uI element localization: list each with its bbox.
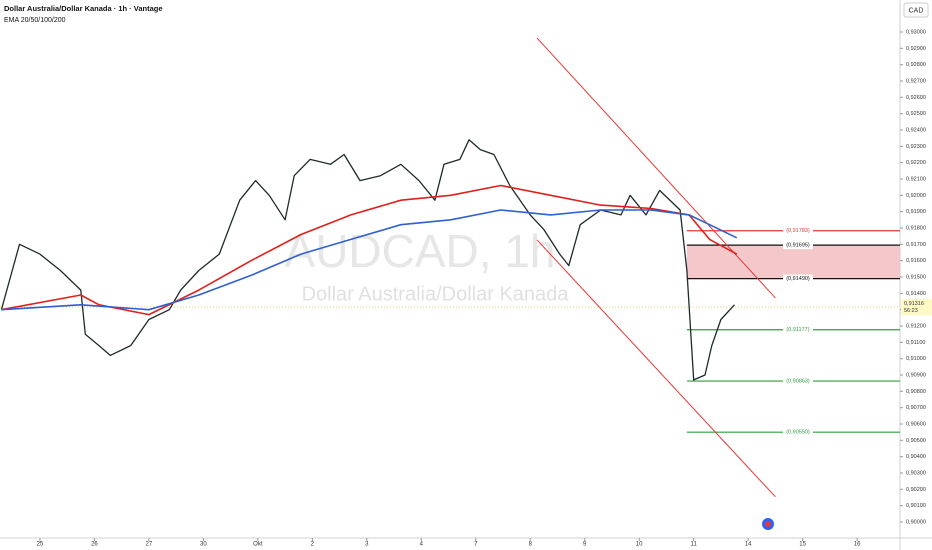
- y-tick-label: 0,92100: [906, 176, 926, 182]
- x-tick-label: 2: [311, 542, 315, 548]
- level-label: (0,91783): [786, 228, 810, 234]
- chart-subtitle: EMA 20/50/100/200: [4, 17, 66, 24]
- x-tick-label: Okt: [253, 542, 263, 548]
- y-tick-label: 0,90100: [906, 503, 926, 509]
- y-tick-label: 0,91000: [906, 356, 926, 362]
- x-tick-label: 11: [691, 542, 698, 548]
- level-label-box: [783, 377, 813, 386]
- y-tick-label: 0,92700: [906, 78, 926, 84]
- level-label-box: [783, 428, 813, 437]
- x-tick-label: 8: [529, 542, 533, 548]
- last-price-label: 0,91316: [904, 301, 924, 307]
- last-price-box: [901, 299, 932, 316]
- y-tick-label: 0,90500: [906, 438, 926, 444]
- x-tick-label: 27: [146, 542, 153, 548]
- event-icon: [765, 521, 771, 527]
- chart-title: Dollar Australia/Dollar Kanada · 1h · Va…: [4, 4, 163, 13]
- y-tick-label: 0,92300: [906, 144, 926, 150]
- x-tick-label: 4: [420, 542, 424, 548]
- x-tick-label: 10: [636, 542, 643, 548]
- y-tick-label: 0,91500: [906, 274, 926, 280]
- y-tick-label: 0,92200: [906, 160, 926, 166]
- level-label-box: [783, 241, 813, 250]
- y-tick-label: 0,90900: [906, 372, 926, 378]
- y-tick-label: 0,91700: [906, 242, 926, 248]
- last-price-timer: 56:23: [904, 308, 918, 314]
- y-tick-label: 0,90000: [906, 519, 926, 525]
- y-tick-label: 0,93000: [906, 29, 926, 35]
- level-label-box: [783, 325, 813, 334]
- y-tick-label: 0,90200: [906, 487, 926, 493]
- y-tick-label: 0,92400: [906, 127, 926, 133]
- x-tick-label: 3: [365, 542, 369, 548]
- x-tick-label: 7: [474, 542, 478, 548]
- y-tick-label: 0,90300: [906, 470, 926, 476]
- currency-box[interactable]: [903, 2, 929, 18]
- y-tick-label: 0,91600: [906, 258, 926, 264]
- supply-zone: [686, 245, 900, 279]
- level-label: (0,90550): [786, 430, 810, 436]
- x-tick-label: 9: [583, 542, 587, 548]
- watermark: AUDCAD, 1h Dollar Australia/Dollar Kanad…: [285, 225, 570, 305]
- y-tick-label: 0,92600: [906, 95, 926, 101]
- plot: (0,91783) (0,91695) (0,91490) (0,91177) (0,9…: [0, 37, 900, 498]
- level-label-box: [783, 274, 813, 283]
- x-tick-label: 16: [854, 542, 861, 548]
- x-tick-label: 15: [799, 542, 806, 548]
- y-tick-label: 0,92500: [906, 111, 926, 117]
- series-line: [0, 139, 735, 381]
- y-tick-label: 0,90700: [906, 405, 926, 411]
- y-tick-label: 0,91100: [906, 340, 925, 346]
- watermark-symbol: AUDCAD, 1h: [285, 225, 556, 277]
- level-label: (0,90863): [786, 378, 810, 384]
- y-tick-label: 0,90400: [906, 454, 926, 460]
- y-tick-label: 0,91900: [906, 209, 926, 215]
- x-tick-label: 30: [200, 542, 207, 548]
- level-label: (0,91695): [786, 243, 810, 249]
- y-tick-label: 0,90600: [906, 421, 926, 427]
- y-tick-label: 0,91400: [906, 291, 926, 297]
- trend-line: [536, 37, 776, 299]
- y-tick-label: 0,90800: [906, 389, 926, 395]
- y-tick-label: 0,92000: [906, 193, 926, 199]
- trend-line: [536, 239, 776, 498]
- y-tick-label: 0,92800: [906, 62, 926, 68]
- y-tick-label: 0,91800: [906, 225, 926, 231]
- y-tick-label: 0,91200: [906, 323, 926, 329]
- currency[interactable]: CAD: [909, 7, 924, 14]
- x-tick-label: 26: [91, 542, 98, 548]
- level-label: (0,91490): [786, 276, 810, 282]
- y-tick-label: 0,92900: [906, 46, 926, 52]
- x-tick-label: 14: [745, 542, 752, 548]
- watermark-name: Dollar Australia/Dollar Kanada: [302, 283, 570, 305]
- series-line: [1, 209, 738, 311]
- level-label: (0,91177): [786, 327, 809, 333]
- level-label-box: [783, 226, 813, 235]
- x-tick-label: 25: [37, 542, 44, 548]
- series-line: [1, 184, 738, 316]
